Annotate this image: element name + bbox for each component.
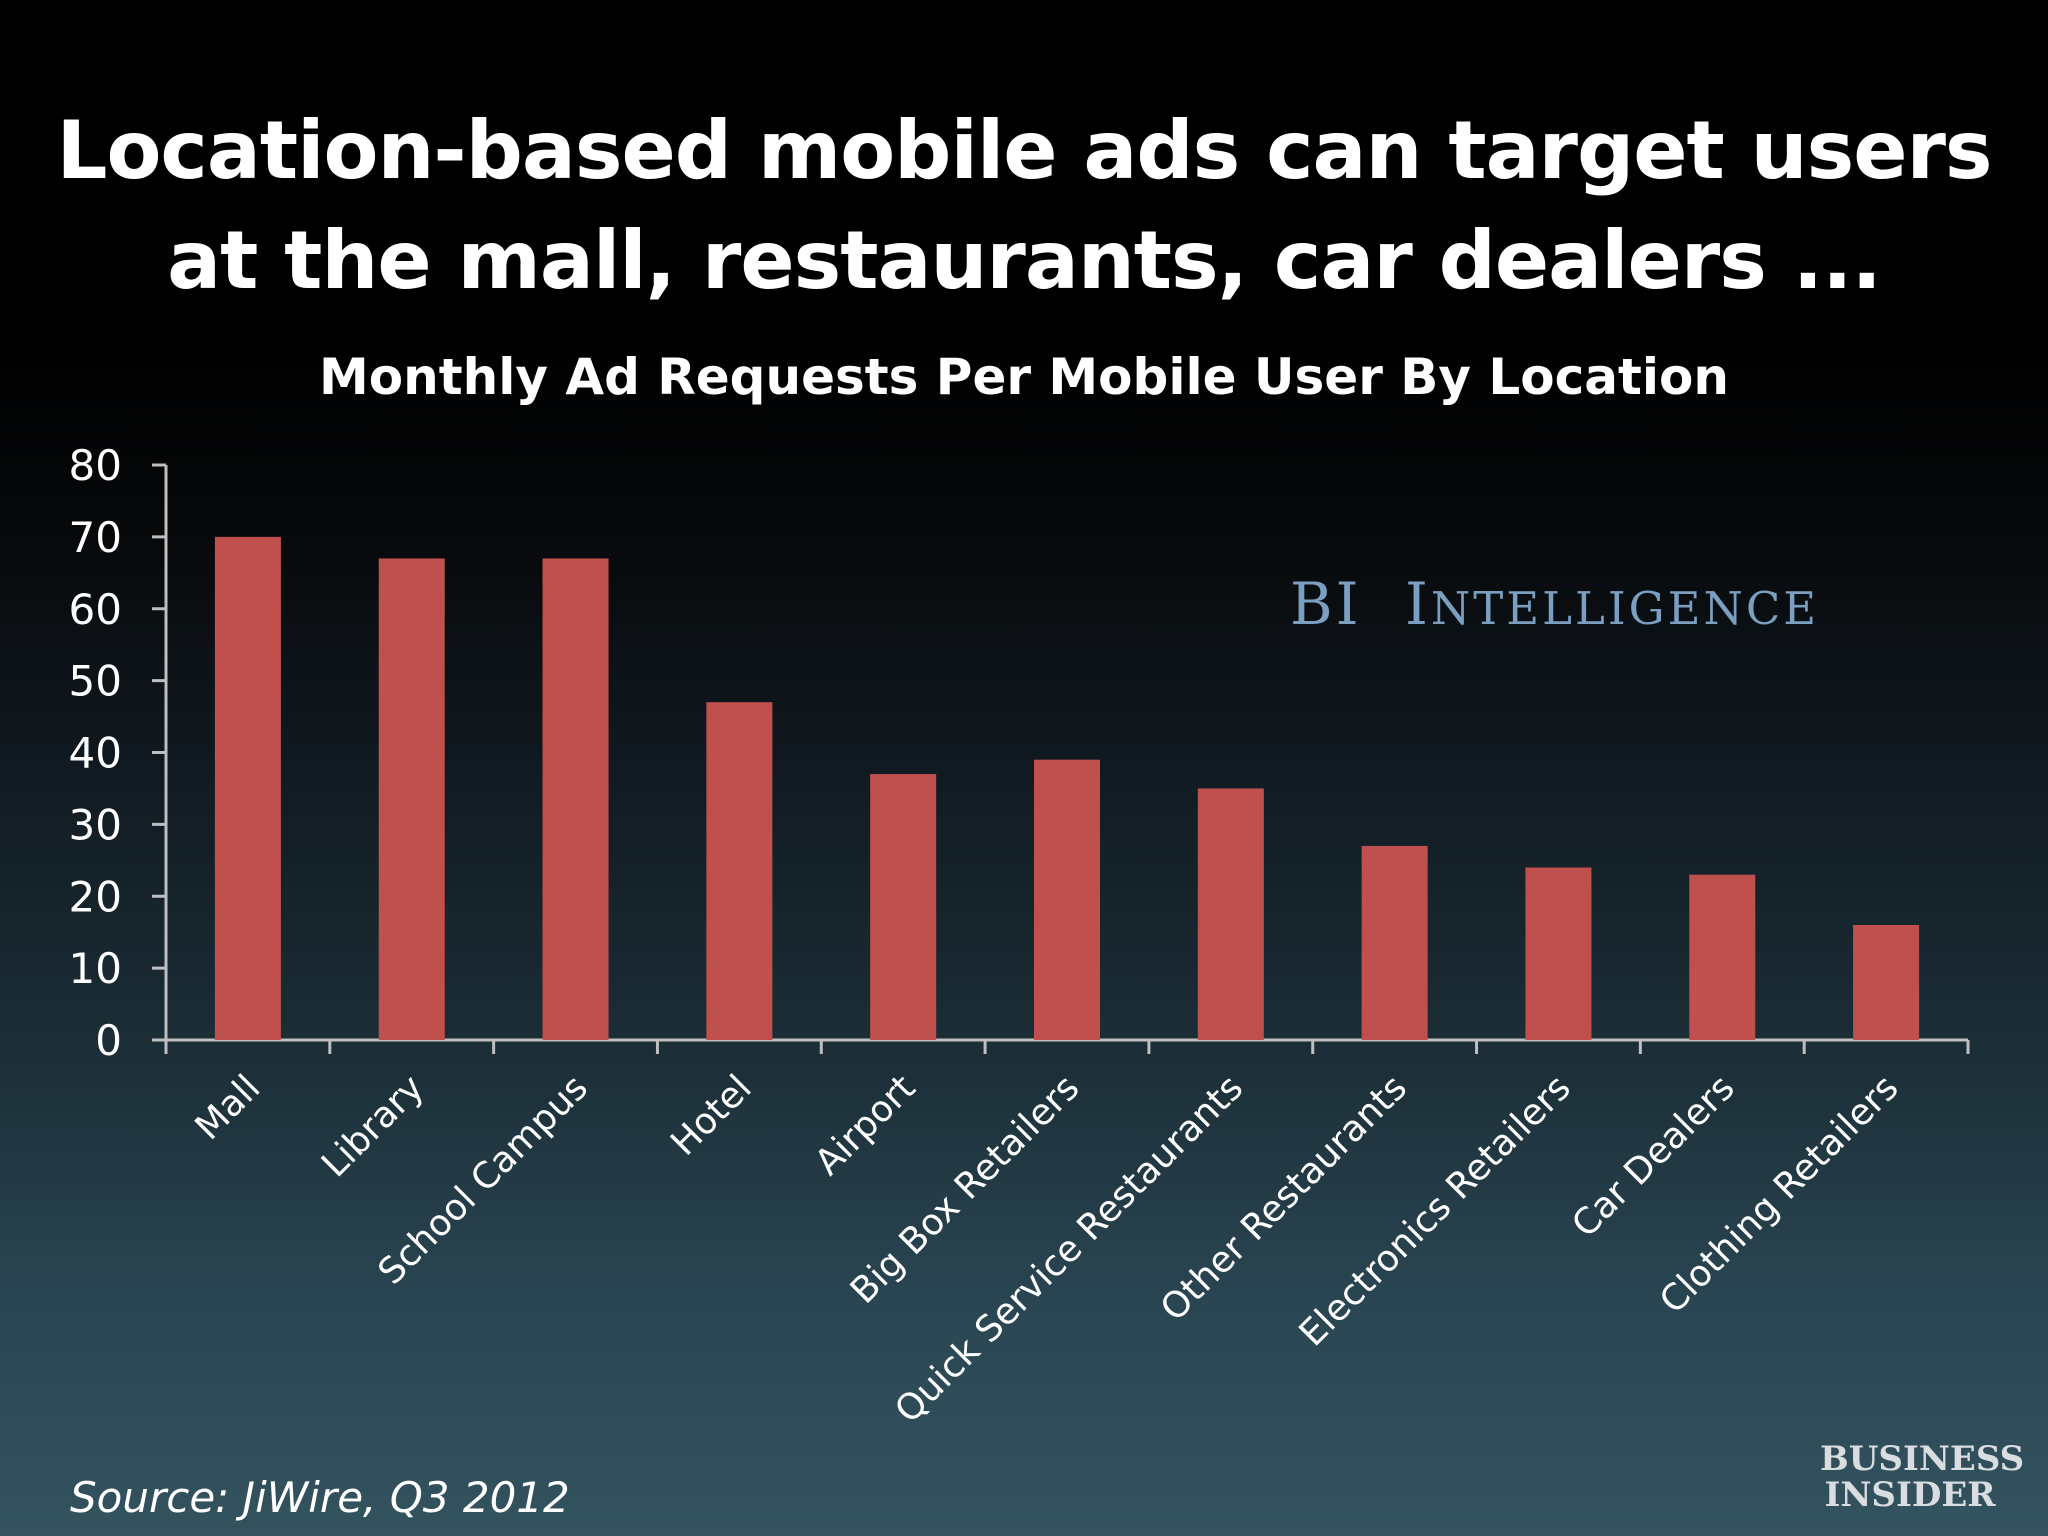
- bar: [706, 702, 773, 1040]
- y-tick-label: 30: [69, 800, 122, 849]
- bar: [1689, 874, 1756, 1040]
- x-tick-label: Electronics Retailers: [1292, 1067, 1579, 1354]
- y-tick-label: 0: [95, 1016, 122, 1065]
- y-tick-label: 40: [69, 729, 122, 778]
- y-tick-label: 50: [69, 657, 122, 706]
- title-line-2: at the mall, restaurants, car dealers ..…: [167, 214, 1882, 307]
- x-tick-label: Car Dealers: [1564, 1067, 1742, 1245]
- business-insider-logo: BUSINESS INSIDER: [1820, 1439, 2025, 1515]
- chart-title: Monthly Ad Requests Per Mobile User By L…: [319, 348, 1729, 406]
- x-tick-label: Library: [314, 1067, 432, 1185]
- y-tick-label: 20: [69, 872, 122, 921]
- bar: [1853, 925, 1920, 1040]
- title-line-1: Location-based mobile ads can target use…: [56, 104, 1992, 197]
- y-tick-label: 80: [69, 441, 122, 490]
- bar: [542, 558, 609, 1040]
- source-note: Source: JiWire, Q3 2012: [70, 1473, 570, 1522]
- bar: [378, 558, 445, 1040]
- bar: [1525, 867, 1592, 1040]
- bar: [870, 774, 937, 1040]
- bar: [1197, 788, 1264, 1040]
- y-tick-label: 10: [69, 944, 122, 993]
- x-tick-label: Quick Service Restaurants: [887, 1067, 1251, 1431]
- y-tick-label: 60: [69, 585, 122, 634]
- x-tick-label: Mall: [188, 1067, 269, 1148]
- bi-intelligence-watermark: BI INTELLIGENCE: [1290, 570, 1820, 638]
- x-tick-label: Hotel: [663, 1067, 759, 1163]
- x-tick-label: Airport: [807, 1067, 923, 1183]
- slide-title: Location-based mobile ads can target use…: [0, 96, 2048, 316]
- bar: [214, 536, 281, 1040]
- bar: [1361, 845, 1428, 1040]
- bar: [1034, 759, 1100, 1040]
- y-tick-label: 70: [69, 513, 122, 562]
